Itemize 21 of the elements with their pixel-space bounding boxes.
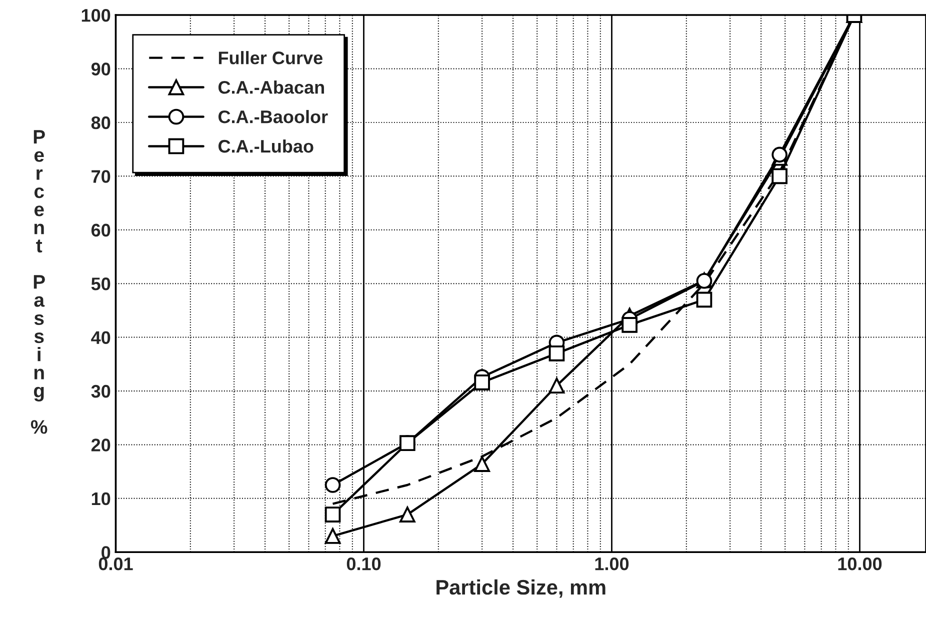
y-tick-label: 20 [91,438,110,452]
x-tick-label: 1.00 [595,557,629,570]
text: Percent Passing % [30,130,48,434]
legend-label: C.A.-Abacan [218,80,324,94]
y-tick-label: 60 [91,224,110,237]
y-tick-label: 90 [91,62,110,76]
y-tick-label: 10 [92,492,110,506]
y-tick-label: 0 [102,546,110,559]
y-tick-label: 80 [91,116,110,130]
y-tick-label: 100 [82,8,110,22]
x-tick-label: 10.00 [838,557,882,570]
legend-label: Fuller Curve [218,51,322,64]
x-tick-label: 0.01 [98,557,133,570]
y-tick-label: 50 [91,278,110,290]
legend-label: C.A.-Lubao [218,139,314,153]
legend-label: C.A.-Baoolor [218,110,328,124]
y-tick-label: 70 [92,170,110,183]
y-tick-label: 30 [91,384,110,398]
x-tick-label: 0.10 [346,557,381,570]
x-axis-title: Particle Size, mm [436,579,606,598]
y-tick-label: 40 [91,331,110,344]
